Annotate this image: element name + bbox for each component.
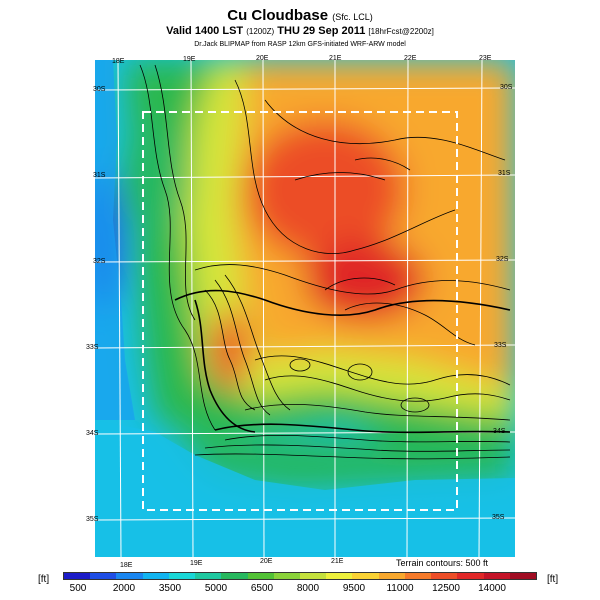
color-scale-tick-label: 8000: [296, 583, 320, 594]
lat-label-left-31s: 31S: [93, 172, 106, 179]
terrain-contour-note: Terrain contours: 500 ft: [396, 558, 489, 568]
lon-label-top-20e: 20E: [256, 55, 269, 62]
color-scale-tick-label: 12500: [432, 583, 460, 594]
lat-label-right-31s: 31S: [498, 170, 511, 177]
lat-label-left-32s: 32S: [93, 258, 106, 265]
lon-label-bottom-18e: 18E: [120, 562, 133, 569]
color-scale-swatch: [299, 573, 327, 579]
model-domain-boundary: [142, 111, 458, 511]
south-coast-band: [175, 440, 515, 490]
color-scale-swatch: [352, 573, 379, 579]
lat-label-left-35s: 35S: [86, 516, 99, 523]
color-scale-swatch: [142, 573, 169, 579]
color-scale-swatch: [431, 573, 458, 579]
lon-label-top-18e: 18E: [112, 58, 125, 65]
valid-utc: (1200Z): [246, 27, 275, 36]
color-scale-swatch: [221, 573, 248, 579]
lat-label-left-34s: 34S: [86, 430, 99, 437]
cloudbase-map: [95, 60, 515, 557]
map-title: Cu Cloudbase (Sfc. LCL): [0, 7, 600, 24]
color-scale-swatch: [273, 573, 300, 579]
color-scale-swatch: [116, 573, 143, 579]
lat-label-right-33s: 33S: [494, 342, 507, 349]
color-scale-tick-label: 3500: [158, 583, 182, 594]
lat-label-right-34s: 34S: [493, 428, 506, 435]
lon-label-bottom-20e: 20E: [260, 558, 273, 565]
color-scale-swatch: [247, 573, 274, 579]
west-sea: [95, 60, 135, 420]
legend-unit-right: [ft]: [547, 574, 559, 585]
color-scale-swatch: [404, 573, 432, 579]
color-scale-tick-label: 11000: [386, 583, 414, 594]
color-scale-tick-label: 500: [69, 583, 87, 594]
lat-lon-grid: [95, 60, 515, 557]
karoo-high: [245, 120, 405, 260]
lon-label-top-22e: 22E: [404, 55, 417, 62]
legend-unit-left: [ft]: [38, 574, 50, 585]
color-scale-swatch: [326, 573, 353, 579]
color-scale-swatch: [483, 573, 510, 579]
terrain-contours: [139, 64, 511, 460]
model-credit: Dr.Jack BLIPMAP from RASP 12km GFS-initi…: [194, 41, 406, 48]
lon-label-top-23e: 23E: [479, 55, 492, 62]
color-scale-swatch: [90, 573, 117, 579]
lon-label-bottom-21e: 21E: [331, 558, 344, 565]
color-scale-swatch: [457, 573, 484, 579]
lon-label-top-21e: 21E: [329, 55, 342, 62]
valid-date: THU 29 Sep 2011: [277, 25, 366, 37]
color-scale-tick-label: 6500: [250, 583, 274, 594]
lat-label-right-35s: 35S: [492, 514, 505, 521]
valid-label: Valid 1400 LST: [166, 25, 244, 37]
northwest-green: [120, 120, 190, 240]
color-scale-swatch: [195, 573, 222, 579]
lat-label-left-30s: 30S: [93, 86, 106, 93]
color-scale-swatch: [168, 573, 196, 579]
color-scale-swatch: [64, 573, 91, 579]
title-main: Cu Cloudbase: [227, 7, 329, 24]
color-scale-swatch: [378, 573, 405, 579]
lat-label-right-30s: 30S: [500, 84, 513, 91]
south-sea: [95, 420, 515, 557]
ridge-high: [210, 310, 250, 390]
lat-label-left-33s: 33S: [86, 344, 99, 351]
color-scale-tick-label: 9500: [342, 583, 366, 594]
color-scale-tick-label: 2000: [112, 583, 136, 594]
valid-time: Valid 1400 LST (1200Z) THU 29 Sep 2011 […: [0, 25, 600, 37]
lon-label-top-19e: 19E: [183, 56, 196, 63]
title-suffix: (Sfc. LCL): [332, 12, 373, 22]
color-scale-tick-label: 5000: [204, 583, 228, 594]
lon-label-bottom-19e: 19E: [190, 560, 203, 567]
color-scale-swatch: [509, 573, 536, 579]
lat-label-right-32s: 32S: [496, 256, 509, 263]
color-scale-bar: [63, 572, 537, 580]
color-scale-tick-label: 14000: [478, 583, 506, 594]
forecast-info: [18hrFcst@2200z]: [368, 27, 434, 36]
